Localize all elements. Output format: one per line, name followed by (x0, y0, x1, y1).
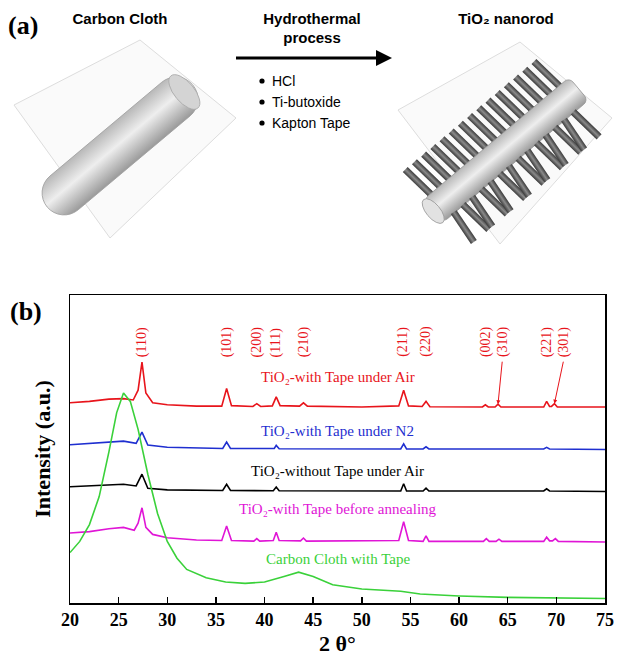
svg-text:(002): (002) (478, 326, 494, 357)
svg-text:75: 75 (596, 610, 614, 630)
svg-text:Ti-butoxide: Ti-butoxide (272, 94, 341, 110)
svg-text:(220): (220) (418, 326, 434, 357)
svg-text:(110): (110) (134, 327, 150, 357)
svg-text:35: 35 (207, 610, 225, 630)
svg-text:70: 70 (547, 610, 565, 630)
svg-text:(111): (111) (268, 328, 284, 358)
svg-text:(a): (a) (8, 11, 38, 40)
svg-text:Hydrothermal: Hydrothermal (263, 10, 361, 27)
svg-text:(101): (101) (219, 327, 235, 358)
svg-text:Kapton Tape: Kapton Tape (272, 115, 351, 131)
svg-text:TiO₂ nanorod: TiO₂ nanorod (458, 10, 554, 27)
svg-text:20: 20 (61, 610, 79, 630)
svg-text:65: 65 (499, 610, 517, 630)
svg-text:45: 45 (304, 610, 322, 630)
svg-text:Carbon Cloth with Tape: Carbon Cloth with Tape (266, 551, 410, 567)
svg-text:(310): (310) (495, 326, 511, 357)
svg-text:40: 40 (256, 610, 274, 630)
svg-text:55: 55 (401, 610, 419, 630)
svg-text:(200): (200) (249, 327, 265, 358)
svg-text:HCl: HCl (272, 73, 295, 89)
svg-text:TiO₂-with Tape under Air: TiO₂-with Tape under Air (261, 369, 415, 385)
svg-text:process: process (283, 29, 341, 46)
svg-text:TiO₂-with Tape before annealin: TiO₂-with Tape before annealing (239, 501, 437, 517)
svg-text:Carbon Cloth: Carbon Cloth (73, 10, 168, 27)
svg-text:Intensity (a.u.): Intensity (a.u.) (30, 380, 55, 518)
svg-text:(b): (b) (10, 297, 42, 326)
svg-text:(221): (221) (539, 327, 555, 358)
svg-text:25: 25 (110, 610, 128, 630)
svg-text:(211): (211) (395, 327, 411, 357)
svg-text:50: 50 (353, 610, 371, 630)
svg-text:2 θ°: 2 θ° (319, 631, 356, 656)
svg-text:TiO₂-with Tape under N2: TiO₂-with Tape under N2 (261, 423, 414, 439)
svg-text:(301): (301) (556, 327, 572, 358)
svg-text:(210): (210) (296, 326, 312, 357)
svg-text:TiO₂-without Tape under Air: TiO₂-without Tape under Air (251, 463, 424, 479)
svg-text:60: 60 (450, 610, 468, 630)
svg-text:30: 30 (158, 610, 176, 630)
